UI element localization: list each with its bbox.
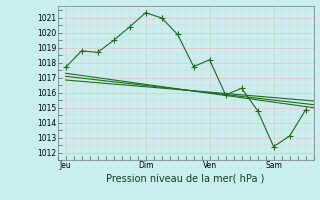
X-axis label: Pression niveau de la mer( hPa ): Pression niveau de la mer( hPa ) [107, 173, 265, 183]
